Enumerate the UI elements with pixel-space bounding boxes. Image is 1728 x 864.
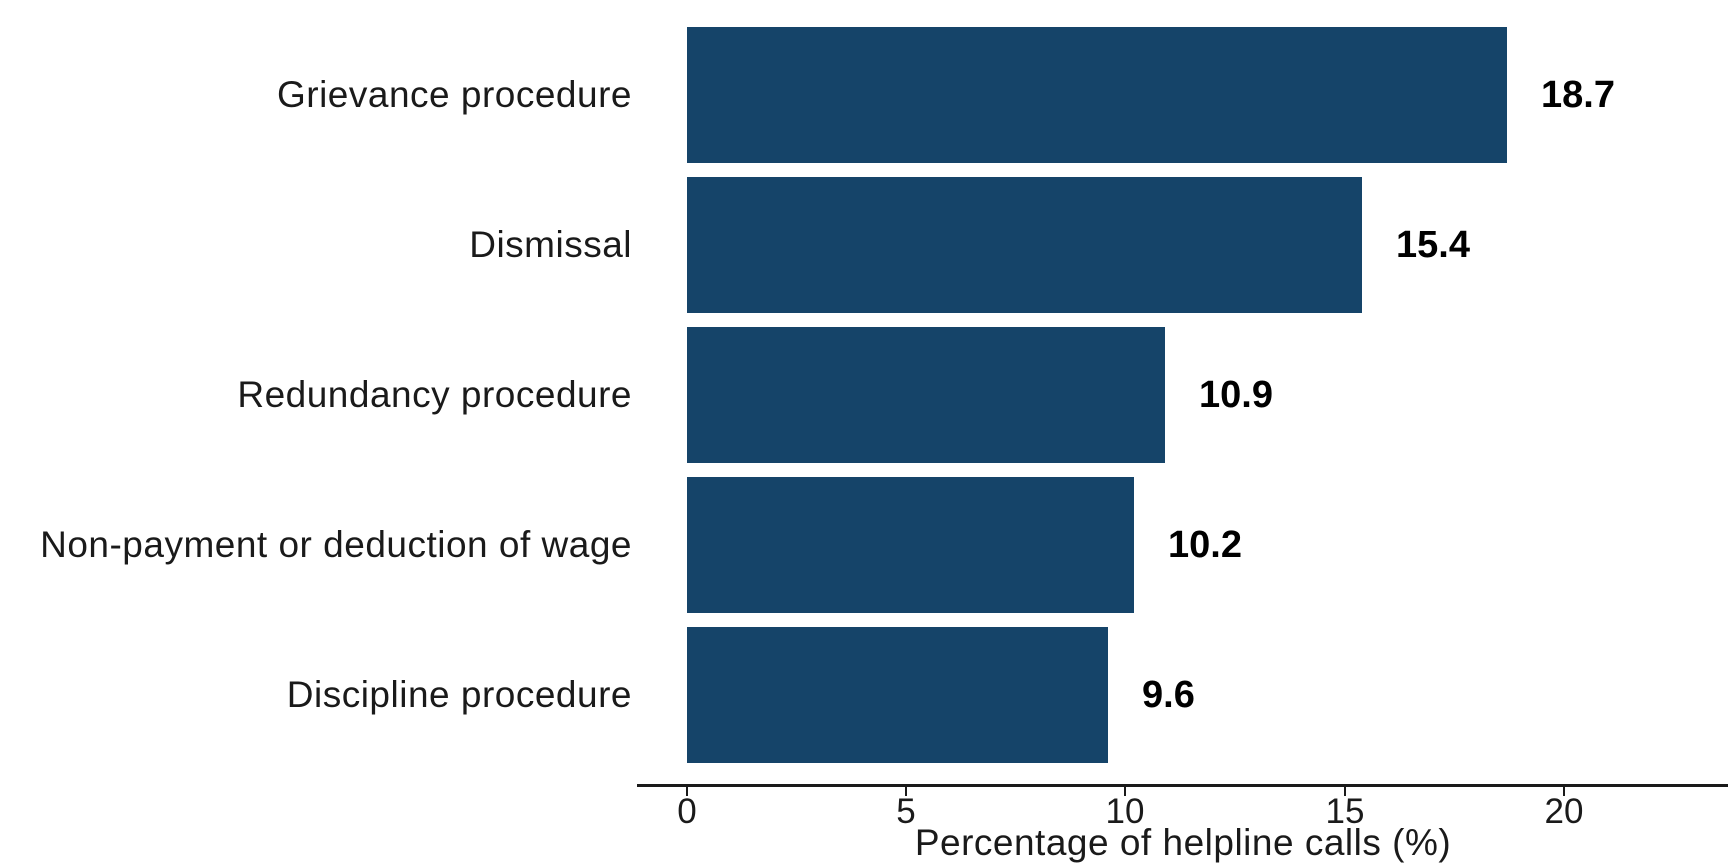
x-axis-tick-label: 20 bbox=[1544, 792, 1584, 831]
value-label: 10.2 bbox=[1168, 523, 1242, 566]
x-axis-tick bbox=[905, 787, 907, 796]
bar bbox=[687, 477, 1134, 613]
category-label: Discipline procedure bbox=[286, 674, 632, 715]
x-axis-line bbox=[637, 784, 1728, 787]
value-label: 15.4 bbox=[1396, 223, 1470, 266]
category-label: Redundancy procedure bbox=[237, 374, 632, 415]
bar bbox=[687, 177, 1362, 313]
x-axis-tick bbox=[1124, 787, 1126, 796]
x-axis-tick bbox=[686, 787, 688, 796]
category-label: Non-payment or deduction of wage bbox=[40, 524, 632, 565]
x-axis-tick-label: 0 bbox=[677, 792, 697, 831]
x-axis-tick bbox=[1344, 787, 1346, 796]
x-axis-title: Percentage of helpline calls (%) bbox=[914, 822, 1452, 863]
category-label: Grievance procedure bbox=[276, 74, 632, 115]
value-label: 9.6 bbox=[1142, 673, 1195, 716]
bar bbox=[687, 627, 1108, 763]
x-axis-tick-label: 15 bbox=[1325, 792, 1365, 831]
x-axis-tick bbox=[1563, 787, 1565, 796]
value-label: 18.7 bbox=[1541, 73, 1615, 116]
bar bbox=[687, 327, 1165, 463]
x-axis-tick-label: 5 bbox=[896, 792, 916, 831]
category-label: Dismissal bbox=[469, 224, 632, 265]
x-axis-tick-label: 10 bbox=[1105, 792, 1145, 831]
value-label: 10.9 bbox=[1199, 373, 1273, 416]
bar bbox=[687, 27, 1507, 163]
